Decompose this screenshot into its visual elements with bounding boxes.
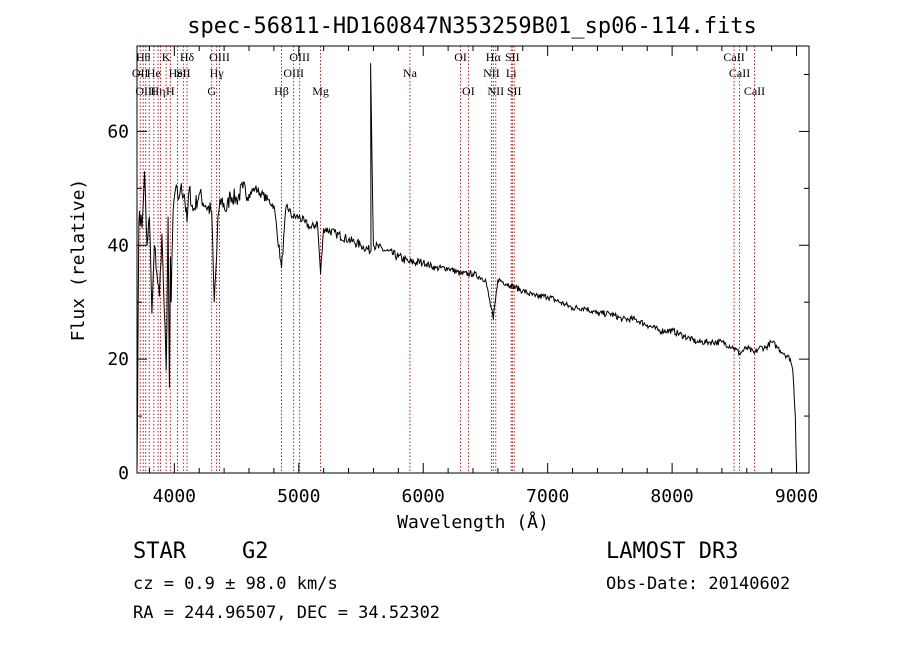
spectral-line-label: CaII	[729, 66, 750, 80]
x-axis: 4000 5000 6000 7000 8000 9000	[148, 46, 818, 507]
survey-name: LAMOST DR3	[606, 539, 739, 564]
spectral-line-label: OI	[454, 50, 467, 64]
spectral-line-label: OIII	[135, 84, 156, 98]
plot-frame	[136, 45, 810, 474]
spectral-line-label: SII	[505, 50, 520, 64]
spectral-line-label: CaII	[723, 50, 744, 64]
spectral-line-label: OIII	[289, 50, 310, 64]
x-tick-label: 6000	[402, 486, 445, 507]
spectral-line-label: CaII	[744, 84, 765, 98]
spectral-line-labels: OIIHθOIIIHeHηKHHeISIIHδGHγOIIIHβOIIIOIII…	[132, 50, 765, 98]
spectral-line-label: OIII	[283, 66, 304, 80]
spectral-line-label: Hθ	[136, 50, 151, 64]
spectral-line-label: OII	[132, 66, 149, 80]
spectral-line-label: OIII	[209, 50, 230, 64]
coordinates-readout: RA = 244.96507, DEC = 34.52302	[133, 603, 441, 623]
y-tick-label: 20	[107, 349, 129, 370]
x-tick-label: 8000	[650, 486, 693, 507]
redshift-readout: cz = 0.9 ± 98.0 km/s	[133, 574, 338, 594]
y-axis-label: Flux (relative)	[68, 179, 89, 342]
spectral-line-label: Na	[403, 66, 418, 80]
y-tick-label: 60	[107, 121, 129, 142]
object-subclass: G2	[242, 539, 269, 564]
spectral-line-label: OI	[462, 84, 475, 98]
spectral-line-label: Mg	[312, 84, 329, 98]
spectral-line-label: H	[166, 84, 175, 98]
spectral-line-label: HeI	[169, 66, 187, 80]
spectrum-line	[136, 63, 798, 474]
y-tick-label: 40	[107, 235, 129, 256]
spectral-line-label: Hβ	[274, 84, 289, 98]
spectral-line-label: NII	[483, 66, 500, 80]
spectral-line-label: SII	[176, 66, 191, 80]
y-axis: 0 20 40 60	[107, 73, 809, 484]
x-axis-label: Wavelength (Å)	[397, 511, 549, 533]
x-tick-label: 4000	[153, 486, 196, 507]
x-tick-label: 7000	[526, 486, 569, 507]
spectral-line-label: SII	[507, 84, 522, 98]
spectral-line-label: Li	[506, 66, 517, 80]
x-tick-label: 5000	[277, 486, 320, 507]
chart-title: spec-56811-HD160847N353259B01_sp06-114.f…	[187, 14, 757, 39]
spectral-line-label: Hδ	[180, 50, 195, 64]
observation-date: Obs-Date: 20140602	[606, 574, 791, 594]
object-class: STAR	[133, 539, 186, 564]
spectral-line-label: G	[207, 84, 216, 98]
x-tick-label: 9000	[775, 486, 818, 507]
y-tick-label: 0	[118, 463, 129, 484]
spectral-line-label: Hη	[151, 84, 166, 98]
spectral-line-label: K	[162, 50, 171, 64]
spectral-line-label: NII	[487, 84, 504, 98]
spectral-line-label: Hγ	[210, 66, 225, 80]
spectral-line-label: He	[147, 66, 161, 80]
spectral-line-markers	[139, 46, 755, 473]
spectral-line-label: Hα	[486, 50, 502, 64]
spectrum-plot	[136, 63, 798, 474]
